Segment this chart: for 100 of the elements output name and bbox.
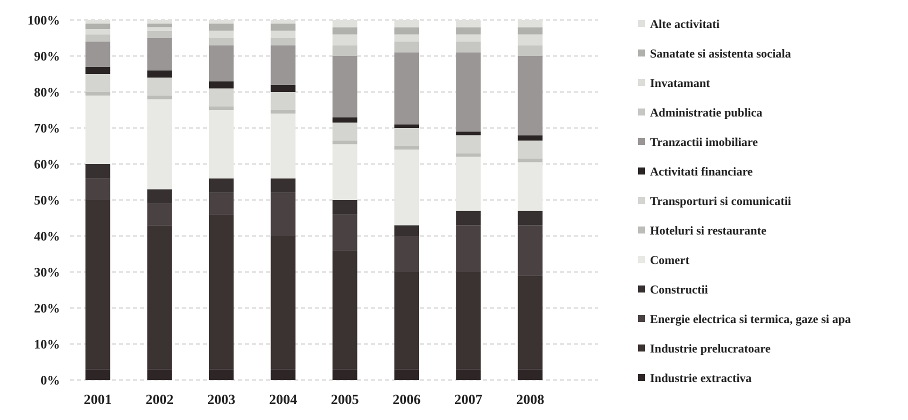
bar (518, 27, 543, 34)
bar (518, 369, 543, 380)
bar (394, 52, 420, 124)
bar (147, 20, 172, 24)
y-tick-label: 10% (34, 336, 60, 352)
bar (456, 42, 481, 52)
bar (518, 135, 543, 141)
bar (332, 34, 358, 46)
bar (518, 20, 543, 28)
bar (147, 78, 172, 96)
bar (456, 52, 481, 132)
bar (147, 369, 172, 380)
bar (208, 45, 234, 82)
bar (394, 236, 420, 272)
bar (147, 30, 172, 38)
bar (270, 24, 296, 31)
bar (270, 236, 296, 370)
bar (147, 189, 172, 204)
y-tick-label: 70% (34, 120, 60, 136)
y-tick-label: 60% (34, 156, 60, 172)
bar (270, 20, 296, 24)
bar (208, 20, 234, 24)
bar (270, 192, 296, 236)
bar (147, 204, 172, 226)
bar (147, 70, 172, 78)
bar (85, 66, 110, 74)
bar (208, 30, 234, 38)
bar (332, 250, 358, 370)
bar (85, 34, 110, 42)
bar (394, 42, 420, 52)
bar (208, 369, 234, 380)
bar (270, 178, 296, 193)
bar (208, 192, 234, 214)
bar (208, 24, 234, 31)
legend-label: Invatamant (650, 76, 710, 90)
x-tick-label: 2004 (269, 393, 298, 408)
bar (456, 156, 481, 211)
bar (518, 34, 543, 46)
legend-label: Transporturi si comunicatii (650, 194, 792, 208)
bar (270, 30, 296, 38)
y-tick-label: 0% (40, 372, 60, 388)
bar (85, 20, 110, 24)
x-tick-label: 2003 (207, 393, 236, 408)
bar (332, 56, 358, 118)
legend-label: Constructii (650, 282, 709, 297)
bar (85, 369, 110, 380)
bar (208, 110, 234, 178)
y-tick-label: 50% (34, 192, 60, 208)
bar (332, 27, 358, 34)
legend-label: Industrie extractiva (650, 371, 752, 386)
bar (394, 20, 420, 28)
bar (456, 132, 481, 136)
bar (208, 214, 234, 370)
bar (332, 214, 358, 250)
y-tick-label: 100% (28, 12, 60, 28)
bar (85, 96, 110, 164)
legend-label: Activitati financiare (650, 164, 754, 179)
x-tick-label: 2007 (454, 393, 482, 408)
bar (85, 24, 110, 29)
bar (518, 276, 543, 370)
bar (456, 20, 481, 28)
bar (518, 56, 543, 136)
bar (456, 27, 481, 34)
bar (518, 210, 543, 226)
legend-label: Administratie publica (650, 106, 762, 120)
bar (456, 369, 481, 380)
bar (394, 150, 420, 226)
bar (456, 34, 481, 42)
x-tick-label: 2008 (516, 393, 544, 408)
bar (332, 369, 358, 380)
bar (270, 114, 296, 178)
bar (456, 272, 481, 370)
x-tick-label: 2006 (392, 393, 421, 408)
y-tick-label: 30% (34, 264, 60, 280)
bar (270, 38, 296, 46)
legend-label: Alte activitati (650, 17, 720, 32)
legend-label: Comert (650, 253, 690, 268)
bar (270, 369, 296, 380)
bar (332, 117, 358, 123)
bar (394, 34, 420, 42)
bar (456, 225, 481, 272)
bar (518, 162, 543, 211)
bar (208, 178, 234, 193)
legend-label: Hoteluri si restaurante (650, 224, 768, 238)
bar (85, 42, 110, 67)
bar (394, 369, 420, 380)
bar (208, 38, 234, 46)
bar (332, 144, 358, 200)
bar (456, 135, 481, 154)
bar (394, 27, 420, 34)
bar (85, 178, 110, 200)
y-tick-label: 20% (34, 300, 60, 316)
bar (147, 24, 172, 28)
bar (394, 124, 420, 128)
bar (147, 38, 172, 70)
y-tick-label: 80% (34, 84, 60, 100)
bar (270, 84, 296, 92)
bar (394, 272, 420, 370)
bar (332, 20, 358, 28)
bar (394, 225, 420, 236)
